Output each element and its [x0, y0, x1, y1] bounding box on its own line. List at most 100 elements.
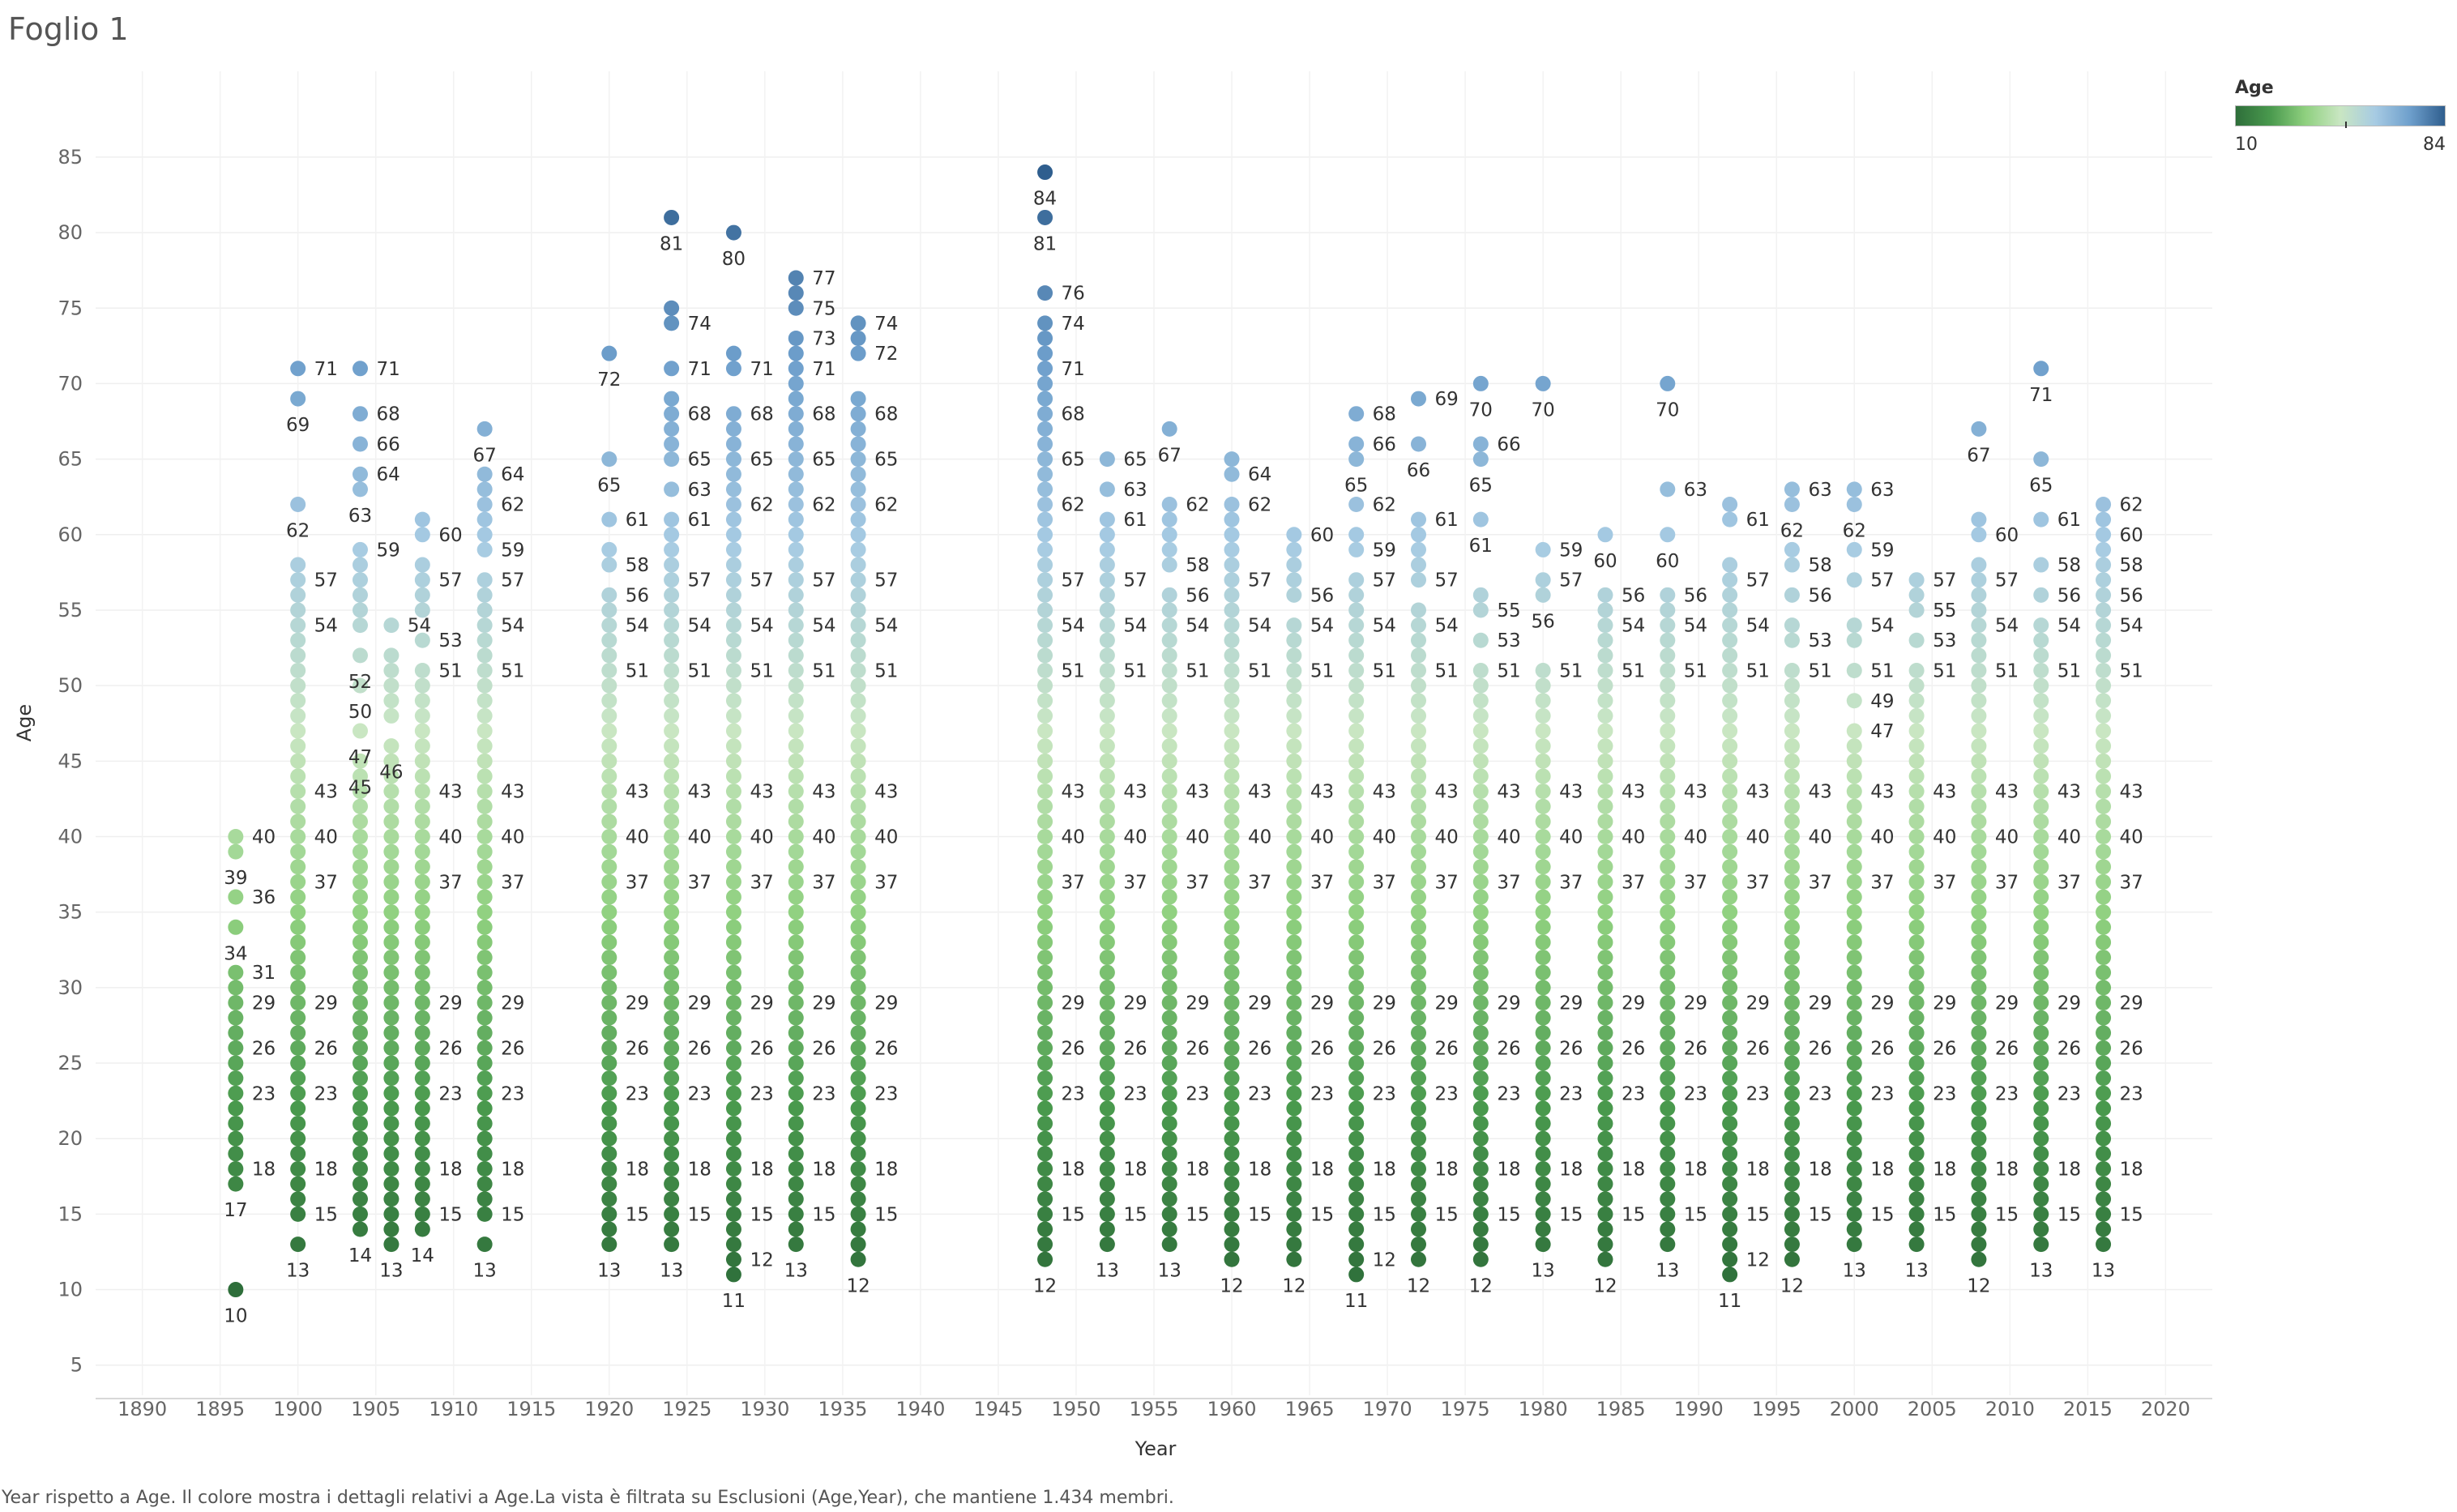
data-point	[2096, 1176, 2112, 1192]
data-point	[1908, 873, 1925, 890]
data-label: 54	[2120, 616, 2143, 637]
data-point	[1535, 1116, 1551, 1132]
data-point	[1286, 572, 1302, 588]
data-label: 37	[501, 872, 524, 893]
data-point	[1037, 557, 1053, 573]
data-point	[1846, 873, 1862, 890]
data-point	[1535, 587, 1551, 603]
data-point	[1784, 814, 1800, 830]
data-point	[2096, 617, 2112, 634]
data-point	[1224, 873, 1240, 890]
data-label: 12	[1469, 1275, 1493, 1296]
data-point	[353, 859, 368, 875]
data-point	[1908, 753, 1925, 769]
data-label: 55	[1933, 600, 1956, 621]
data-label: 55	[1497, 600, 1520, 621]
data-point	[1971, 814, 1987, 830]
data-point	[1037, 481, 1053, 498]
data-point	[1286, 738, 1302, 754]
data-point	[1722, 1025, 1738, 1041]
data-point	[1161, 798, 1177, 814]
data-point	[1286, 964, 1302, 980]
data-label: 65	[597, 476, 621, 497]
data-label: 63	[1684, 480, 1707, 501]
data-point	[1348, 632, 1365, 648]
data-point	[353, 889, 368, 905]
data-label: 52	[348, 672, 372, 693]
data-label: 43	[314, 782, 338, 803]
data-point	[2033, 1130, 2049, 1147]
data-point	[1037, 617, 1053, 634]
data-point	[1535, 904, 1551, 920]
data-point	[1411, 1070, 1426, 1087]
data-point	[1224, 1251, 1240, 1267]
data-point	[788, 1040, 804, 1056]
data-label: 26	[1559, 1038, 1583, 1059]
data-point	[1908, 980, 1925, 996]
data-label: 81	[1033, 233, 1057, 254]
data-point	[290, 1130, 306, 1147]
data-point	[1722, 1100, 1738, 1117]
data-point	[788, 1025, 804, 1041]
data-point	[1784, 994, 1800, 1010]
data-point	[601, 1206, 617, 1222]
data-point	[2096, 1146, 2112, 1162]
data-point	[1908, 950, 1925, 966]
data-point	[1037, 873, 1053, 890]
data-point	[664, 980, 680, 996]
data-label: 51	[1248, 661, 1271, 682]
data-point	[1971, 1191, 1987, 1207]
data-point	[1472, 723, 1489, 739]
data-point	[1161, 677, 1177, 694]
data-label: 62	[2120, 495, 2143, 516]
data-label: 70	[1656, 399, 1679, 421]
data-point	[353, 1025, 368, 1041]
data-point	[1411, 572, 1426, 588]
color-legend[interactable]: Age 10 84	[2235, 78, 2446, 159]
data-point	[1348, 919, 1365, 935]
x-tick-label: 1910	[429, 1398, 478, 1420]
data-point	[414, 1010, 430, 1026]
data-point	[353, 904, 368, 920]
data-point	[1472, 602, 1489, 618]
data-label: 74	[1062, 314, 1085, 335]
data-point	[850, 904, 866, 920]
data-point	[1846, 1010, 1862, 1026]
data-label: 18	[1186, 1159, 1209, 1180]
data-point	[1660, 768, 1676, 784]
data-point	[2096, 663, 2112, 679]
data-point	[1722, 1085, 1738, 1101]
data-point	[1597, 919, 1613, 935]
data-point	[1597, 1221, 1613, 1237]
data-point	[414, 677, 430, 694]
data-point	[2033, 1146, 2049, 1162]
data-point	[1784, 859, 1800, 875]
data-point	[1099, 980, 1115, 996]
data-label: 40	[688, 826, 711, 848]
data-point	[1535, 1130, 1551, 1147]
data-point	[1037, 663, 1053, 679]
data-label: 18	[1559, 1159, 1583, 1180]
data-point	[1161, 784, 1177, 800]
data-point	[2096, 1130, 2112, 1147]
grid	[96, 71, 2212, 1399]
data-point	[1597, 1025, 1613, 1041]
data-label: 58	[1186, 555, 1209, 576]
data-point	[725, 1191, 741, 1207]
data-label: 54	[750, 616, 773, 637]
data-point	[1411, 904, 1426, 920]
data-label: 37	[1123, 872, 1147, 893]
data-label: 63	[1123, 480, 1147, 501]
data-point	[1224, 828, 1240, 844]
data-point	[2096, 784, 2112, 800]
data-point	[1099, 557, 1115, 573]
data-label: 15	[1435, 1204, 1459, 1225]
data-point	[1286, 950, 1302, 966]
data-point	[1535, 994, 1551, 1010]
data-point	[476, 1206, 493, 1222]
data-point	[601, 753, 617, 769]
data-label: 40	[1186, 826, 1209, 848]
data-point	[476, 950, 493, 966]
data-label: 56	[1186, 585, 1209, 606]
data-label: 71	[314, 359, 338, 380]
